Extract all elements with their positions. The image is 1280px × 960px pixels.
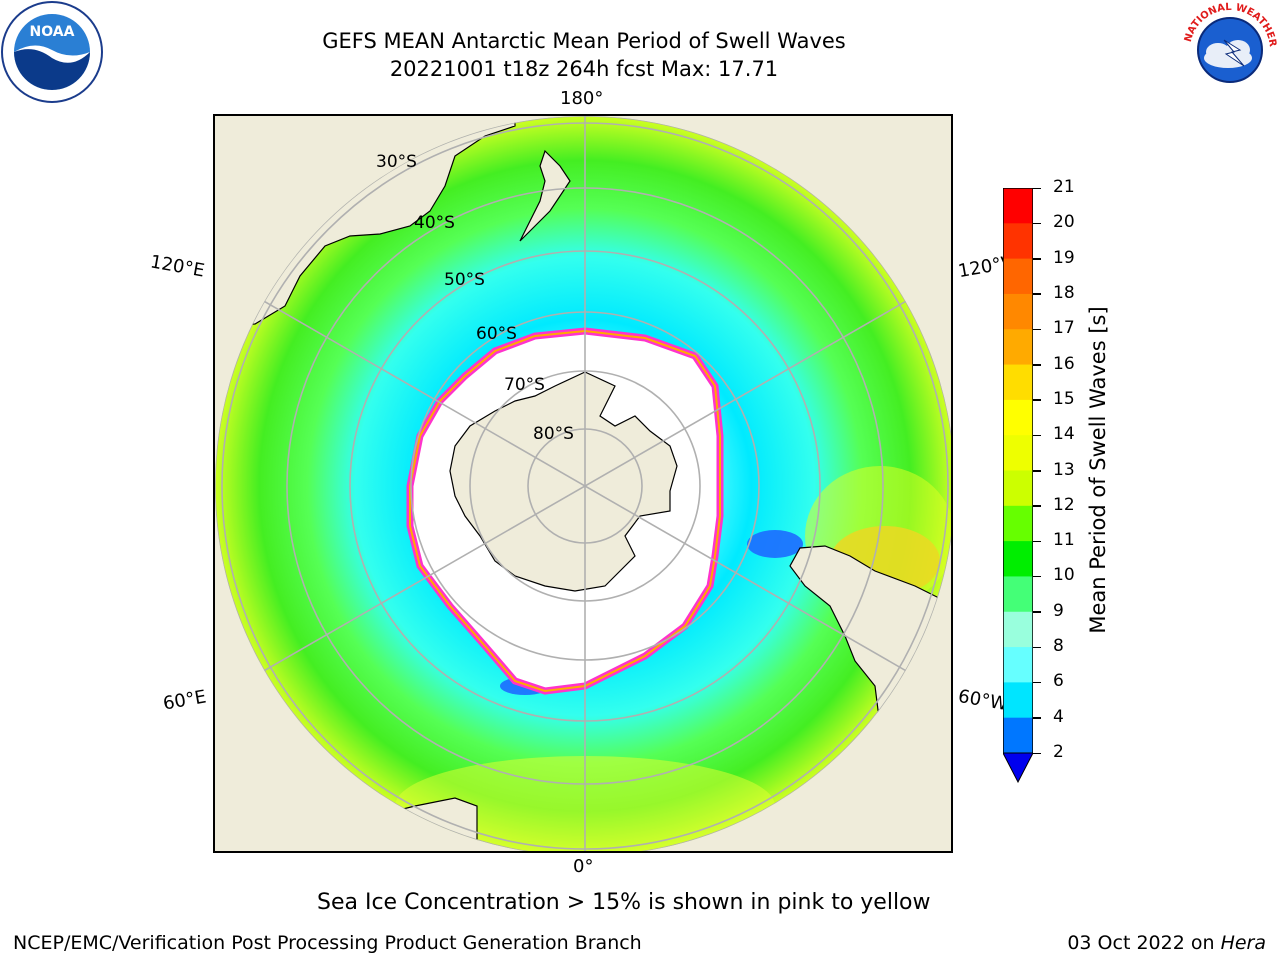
colorbar-tick-label: 6 [1053,671,1064,692]
colorbar-label: Mean Period of Swell Waves [s] [1086,306,1110,634]
colorbar-tick-mark [1033,293,1041,295]
colorbar-tick-mark [1033,540,1041,543]
colorbar-swatch [1003,223,1033,260]
colorbar-tick-mark [1033,364,1041,366]
colorbar-tick-mark [1033,717,1041,719]
colorbar-swatch [1003,329,1033,366]
colorbar-swatch [1003,435,1033,471]
colorbar-swatch [1003,647,1033,683]
colorbar-tick-label: 14 [1053,424,1075,445]
footer-right: 03 Oct 2022 on Hera [1067,932,1266,954]
land-antarctica [449,371,678,592]
colorbar-swatch [1003,188,1033,224]
colorbar-tick-mark [1033,328,1041,331]
colorbar-tick-mark [1033,752,1041,754]
colorbar-tick-label: 13 [1053,459,1075,480]
lon-label-120e: 120°E [148,251,207,282]
colorbar-swatch [1003,717,1033,754]
colorbar-tick-mark [1033,611,1041,613]
lon-label-60e: 60°E [161,686,208,715]
sea-ice-fringe [409,329,721,693]
colorbar-tick-label: 18 [1053,282,1075,303]
colorbar-tick-label: 11 [1053,530,1075,551]
colorbar-swatch [1003,541,1033,577]
colorbar-tick-mark [1033,470,1041,472]
colorbar-tick-label: 21 [1053,177,1075,197]
colorbar-tick-label: 12 [1053,494,1075,515]
colorbar-tick-mark [1033,505,1041,507]
colorbar-tick-label: 9 [1053,600,1064,621]
footer-date: 03 Oct 2022 on [1067,932,1221,954]
plot-title: GEFS MEAN Antarctic Mean Period of Swell… [322,29,846,53]
colorbar-tick-mark [1033,646,1041,649]
nws-logo: NATIONAL WEATHER SERVICE [1174,0,1280,104]
swell-blue-patch [747,530,803,558]
colorbar-tick-label: 20 [1053,212,1075,233]
colorbar-tick-label: 2 [1053,742,1064,762]
colorbar-tick-mark [1033,222,1041,225]
colorbar-swatch [1003,505,1033,542]
land-new-zealand [519,149,571,242]
colorbar-tick-label: 15 [1053,388,1075,409]
lon-label-0: 0° [573,856,594,877]
colorbar-swatch [1003,364,1033,401]
lon-label-180: 180° [560,88,604,109]
colorbar-tick-mark [1033,187,1041,189]
colorbar [1002,187,1034,784]
colorbar-tick-mark [1033,258,1041,260]
colorbar-swatch [1003,258,1033,295]
colorbar-swatch [1003,576,1033,613]
colorbar-tick-mark [1033,434,1041,437]
colorbar-swatch [1003,470,1033,507]
lat-label-50s: 50°S [444,270,485,290]
noaa-logo: NOAA [0,0,104,104]
lat-label-30s: 30°S [376,152,417,172]
colorbar-tick-label: 8 [1053,636,1064,657]
colorbar-tick-mark [1033,681,1041,684]
lat-label-60s: 60°S [476,324,517,344]
lon-label-60w: 60°W [956,685,1010,716]
sea-ice-caption: Sea Ice Concentration > 15% is shown in … [317,890,931,915]
colorbar-tick-label: 17 [1053,318,1075,339]
colorbar-tick-mark [1033,575,1041,578]
colorbar-swatch [1003,611,1033,648]
svg-text:NOAA: NOAA [30,24,75,40]
colorbar-swatch [1003,682,1033,719]
lat-label-80s: 80°S [533,424,574,444]
colorbar-tick-label: 16 [1053,353,1075,374]
polar-map [213,114,953,853]
colorbar-swatch [1003,399,1033,436]
colorbar-extend-arrow [1002,752,1034,784]
colorbar-tick-label: 4 [1053,706,1064,727]
footer-host: Hera [1220,932,1266,954]
plot-subtitle: 20221001 t18z 264h fcst Max: 17.71 [389,57,779,81]
footer-left: NCEP/EMC/Verification Post Processing Pr… [13,932,642,954]
colorbar-tick-label: 19 [1053,247,1075,268]
lat-label-70s: 70°S [504,375,545,395]
lat-label-40s: 40°S [414,213,455,233]
graticule [215,116,951,851]
colorbar-tick-mark [1033,399,1041,401]
colorbar-swatch [1003,293,1033,330]
colorbar-tick-label: 10 [1053,565,1075,586]
